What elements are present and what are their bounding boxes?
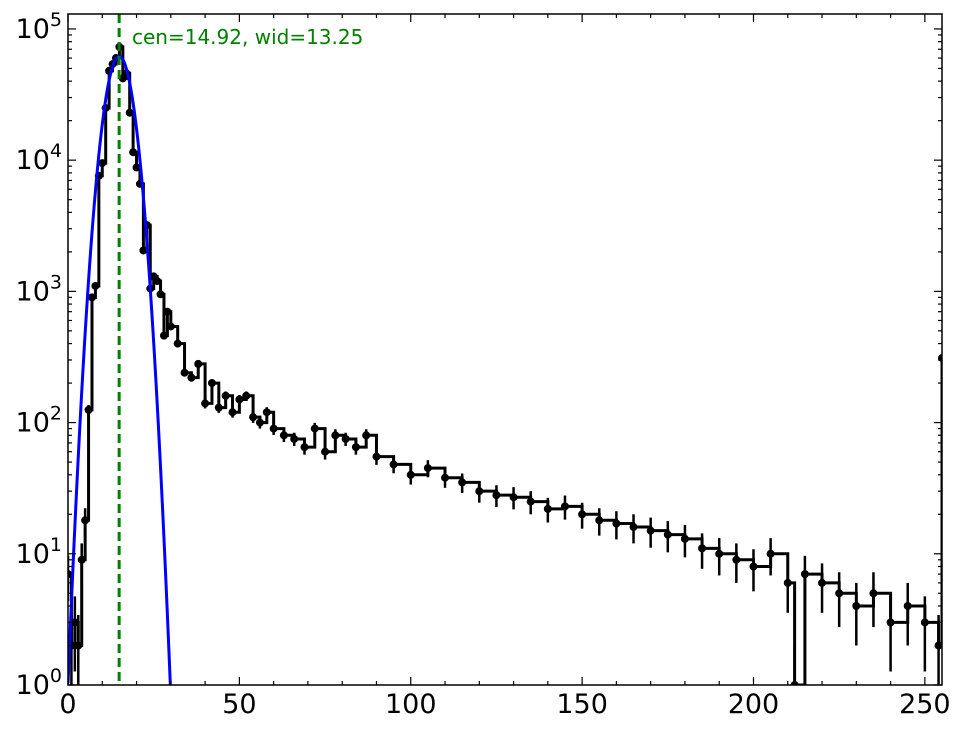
- data-point: [543, 504, 552, 513]
- data-point: [351, 443, 360, 452]
- data-point: [87, 293, 96, 302]
- data-point: [201, 399, 210, 408]
- data-point: [132, 163, 141, 172]
- data-point: [732, 555, 741, 564]
- data-point: [81, 516, 90, 525]
- data-point: [84, 405, 93, 414]
- data-point: [98, 159, 107, 168]
- data-point: [269, 424, 278, 433]
- data-point: [91, 281, 100, 290]
- x-tick-label: 100: [385, 689, 437, 720]
- data-point: [629, 523, 638, 532]
- data-point: [423, 464, 432, 473]
- data-point: [458, 478, 467, 487]
- data-point: [886, 618, 895, 627]
- data-point: [194, 359, 203, 368]
- data-point: [163, 307, 172, 316]
- y-tick-label: 105: [16, 9, 62, 45]
- data-point: [159, 331, 168, 340]
- y-tick-label: 102: [16, 403, 62, 439]
- data-point: [790, 681, 799, 685]
- data-point: [389, 460, 398, 469]
- data-point: [362, 431, 371, 440]
- data-point: [869, 589, 878, 598]
- data-point: [612, 519, 621, 528]
- data-point: [595, 516, 604, 525]
- data-point: [475, 487, 484, 496]
- data-point: [835, 589, 844, 598]
- data-series-layer: [68, 42, 942, 685]
- data-point: [578, 510, 587, 519]
- data-point: [125, 108, 134, 117]
- data-point: [372, 452, 381, 461]
- data-point: [920, 618, 929, 627]
- data-point: [228, 408, 237, 417]
- plot-frame: [67, 13, 943, 686]
- y-tick-label: 104: [16, 140, 62, 176]
- gaussian-fit-curve: [68, 54, 172, 685]
- data-point: [800, 570, 809, 579]
- x-tick-label: 250: [899, 689, 951, 720]
- data-point: [526, 497, 535, 506]
- data-point: [818, 578, 827, 587]
- data-point: [310, 424, 319, 433]
- y-tick-label: 100: [16, 665, 62, 701]
- data-point: [300, 443, 309, 452]
- data-point: [492, 491, 501, 500]
- axis-ticks-layer: 0 50 100 150 200 250 100 101 102 103 104 105: [16, 9, 951, 720]
- data-point: [680, 534, 689, 543]
- data-point: [262, 408, 271, 417]
- data-point: [74, 641, 83, 650]
- data-point: [341, 434, 350, 443]
- data-point: [663, 530, 672, 539]
- data-point: [903, 602, 912, 611]
- data-point: [749, 562, 758, 571]
- data-point: [153, 276, 162, 285]
- fit-annotation: cen=14.92, wid=13.25: [132, 25, 363, 49]
- data-point: [766, 549, 775, 558]
- y-tick-label: 103: [16, 271, 62, 307]
- data-point: [783, 578, 792, 587]
- y-tick-label: 101: [16, 534, 62, 570]
- data-point: [156, 290, 165, 299]
- data-point: [852, 602, 861, 611]
- data-point: [180, 368, 189, 377]
- data-point: [255, 418, 264, 427]
- data-point: [560, 502, 569, 511]
- data-point: [166, 322, 175, 331]
- x-tick-label: 50: [222, 689, 256, 720]
- data-point: [221, 391, 230, 400]
- data-point: [214, 403, 223, 412]
- data-point: [187, 373, 196, 382]
- data-point: [235, 395, 244, 404]
- x-tick-label: 200: [728, 689, 780, 720]
- data-point: [207, 379, 216, 388]
- data-point: [321, 447, 330, 456]
- x-tick-label: 150: [556, 689, 608, 720]
- data-point: [698, 544, 707, 553]
- data-point: [509, 493, 518, 502]
- data-point: [129, 148, 138, 157]
- data-point: [331, 431, 340, 440]
- data-point: [249, 413, 258, 422]
- data-point: [173, 339, 182, 348]
- data-point: [406, 470, 415, 479]
- data-point: [242, 391, 251, 400]
- data-point: [70, 618, 79, 627]
- data-point: [77, 555, 86, 564]
- data-point: [279, 431, 288, 440]
- data-point: [139, 246, 148, 255]
- data-point: [441, 473, 450, 482]
- data-point: [715, 549, 724, 558]
- data-point: [646, 526, 655, 535]
- data-point: [290, 434, 299, 443]
- x-tick-label: 0: [59, 689, 76, 720]
